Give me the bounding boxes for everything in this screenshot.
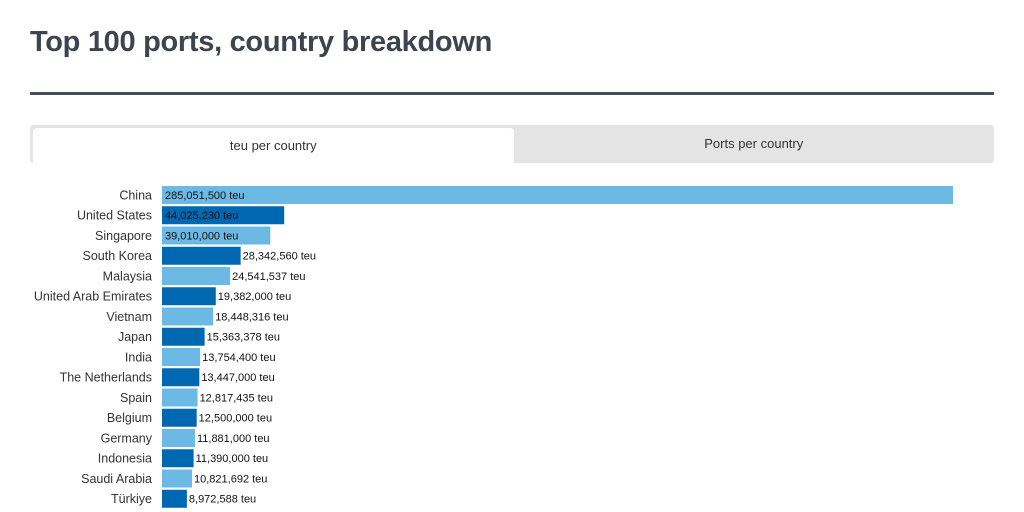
- bar: [162, 489, 187, 508]
- category-label: Japan: [118, 330, 152, 344]
- value-label: 11,390,000 teu: [196, 453, 269, 465]
- category-label: Indonesia: [98, 452, 152, 466]
- bar: [162, 307, 214, 326]
- bar: [162, 429, 195, 447]
- value-label: 8,972,588 teu: [189, 494, 256, 506]
- divider: [30, 92, 994, 95]
- value-label: 10,821,692 teu: [194, 473, 267, 485]
- bar: [162, 226, 271, 245]
- tab-bar: teu per country Ports per country: [30, 125, 994, 163]
- value-label: 12,500,000 teu: [199, 413, 272, 425]
- bar: [162, 246, 241, 265]
- bar: [162, 469, 193, 488]
- category-label: The Netherlands: [60, 371, 152, 385]
- value-label: 19,382,000 teu: [218, 291, 291, 303]
- category-label: United Arab Emirates: [34, 290, 152, 304]
- category-label: Belgium: [107, 411, 152, 425]
- value-label: 12,817,435 teu: [200, 392, 273, 404]
- value-label: 39,010,000 teu: [165, 230, 238, 242]
- category-label: Germany: [101, 431, 153, 445]
- bar: [162, 206, 285, 225]
- category-label: India: [125, 350, 152, 364]
- category-label: United States: [77, 209, 152, 223]
- category-label: Saudi Arabia: [81, 472, 152, 486]
- value-label: 13,754,400 teu: [202, 352, 275, 364]
- bar: [162, 186, 953, 204]
- category-label: Singapore: [95, 229, 152, 243]
- category-label: South Korea: [83, 249, 153, 263]
- category-label: Türkiye: [111, 492, 152, 506]
- category-label: Spain: [120, 391, 152, 405]
- category-label: China: [119, 188, 152, 202]
- bar: [162, 348, 201, 366]
- bar: [162, 368, 200, 387]
- category-label: Malaysia: [103, 269, 152, 283]
- value-label: 13,447,000 teu: [201, 372, 274, 384]
- chart: China 285,051,500 teu United States 44,025,…: [34, 186, 953, 508]
- value-label: 285,051,500 teu: [165, 190, 245, 202]
- bar: [162, 388, 198, 407]
- bar: [162, 327, 205, 346]
- value-label: 24,541,537 teu: [232, 271, 305, 283]
- value-label: 44,025,230 teu: [165, 210, 238, 222]
- tab[interactable]: teu per country: [33, 128, 514, 163]
- value-label: 18,448,316 teu: [215, 311, 288, 323]
- tab[interactable]: Ports per country: [704, 136, 804, 151]
- value-label: 15,363,378 teu: [207, 332, 280, 344]
- bar: [162, 408, 197, 427]
- value-label: 11,881,000 teu: [197, 433, 270, 445]
- page-title: Top 100 ports, country breakdown: [30, 26, 492, 58]
- bar: [162, 287, 216, 306]
- bar: [162, 267, 231, 285]
- value-label: 28,342,560 teu: [243, 251, 316, 263]
- category-label: Vietnam: [106, 310, 152, 324]
- bar: [162, 449, 194, 468]
